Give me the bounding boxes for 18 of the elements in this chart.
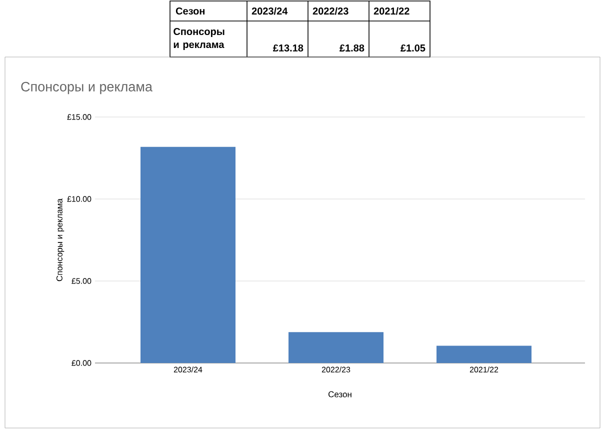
category-label: 2022/23	[312, 7, 348, 15]
text: Спонсоры и реклама	[174, 28, 224, 50]
x-tick-label: 2021/22	[470, 366, 498, 372]
x-tick-label: 2022/23	[322, 366, 350, 372]
y-tick-label: £0.00	[72, 360, 92, 366]
x-tick-label: 2023/24	[174, 366, 202, 372]
text: £1.88	[340, 44, 364, 52]
y-tick-label: £5.00	[72, 278, 92, 284]
text: £13.18	[272, 44, 304, 52]
x-axis-title: Сезон	[328, 391, 352, 398]
chart-title: Спонсоры и реклама	[21, 82, 152, 94]
y-tick-label: £10.00	[67, 196, 92, 202]
category-label: 2023/24	[252, 7, 288, 15]
text: £1.05	[400, 44, 426, 52]
y-axis-title: Спонсоры и реклама	[56, 198, 64, 282]
text: Сезон	[176, 7, 205, 15]
y-tick-label: £15.00	[67, 114, 92, 120]
category-label: 2021/22	[374, 7, 410, 15]
